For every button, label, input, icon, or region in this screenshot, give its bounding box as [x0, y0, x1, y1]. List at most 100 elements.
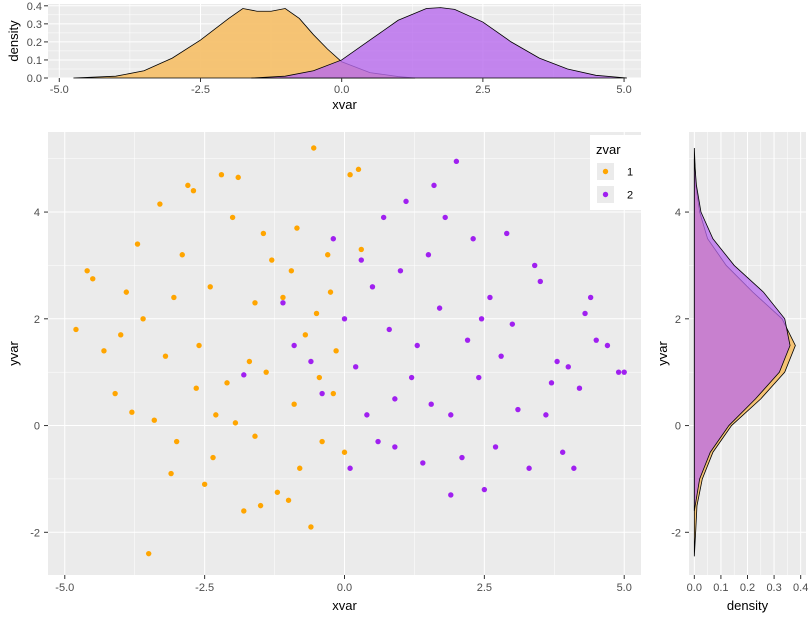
scatter-point-group-2: [554, 358, 560, 365]
scatter-y-tick-label: 2: [34, 314, 40, 326]
legend-title: zvar: [596, 142, 621, 157]
legend-swatch-1: [602, 168, 609, 175]
scatter-point-group-1: [330, 390, 337, 397]
scatter-point-group-2: [347, 465, 353, 471]
right-x-tick-label: 0.1: [713, 582, 728, 594]
scatter-point-group-2: [548, 380, 555, 386]
scatter-x-axis-title: xvar: [332, 598, 357, 613]
scatter-point-group-2: [576, 385, 583, 391]
scatter-point-group-1: [235, 174, 241, 181]
scatter-point-group-1: [162, 353, 169, 359]
scatter-point-group-2: [571, 465, 577, 471]
scatter-point-group-1: [123, 289, 130, 295]
scatter-point-group-2: [559, 449, 566, 455]
scatter-point-group-2: [420, 460, 426, 466]
scatter-point-group-2: [291, 342, 297, 349]
scatter-point-group-2: [537, 278, 544, 285]
top-density-panel: -5.0 -2.5 0.0 2.5 5.0 0.0 0.1 0.2 0.3 0.4 xvar d…: [6, 1, 641, 112]
scatter-point-group-2: [621, 369, 627, 375]
scatter-point-group-2: [478, 316, 485, 322]
scatter-point-group-2: [386, 326, 392, 333]
scatter-point-group-2: [392, 444, 398, 450]
scatter-panel: -5.0 -2.5 0.0 2.5 5.0 -2 0 2 4 xvar yvar zvar 1…: [6, 132, 641, 613]
scatter-point-group-1: [313, 310, 320, 317]
scatter-point-group-1: [319, 438, 325, 445]
scatter-point-group-2: [504, 230, 510, 237]
scatter-point-group-1: [333, 348, 339, 354]
scatter-point-group-2: [442, 214, 448, 221]
scatter-point-group-1: [213, 412, 219, 418]
scatter-point-group-1: [185, 182, 191, 189]
scatter-point-group-1: [151, 417, 157, 423]
scatter-point-group-1: [280, 294, 286, 301]
scatter-point-group-2: [364, 412, 370, 418]
scatter-point-group-1: [145, 550, 152, 557]
scatter-point-group-2: [543, 412, 549, 418]
scatter-point-group-2: [380, 214, 387, 221]
scatter-point-group-2: [582, 310, 588, 317]
scatter-point-group-1: [285, 497, 292, 503]
scatter-point-group-1: [260, 230, 267, 237]
scatter-point-group-2: [487, 294, 493, 301]
right-y-axis-title: yvar: [655, 341, 670, 366]
scatter-point-group-1: [229, 214, 236, 221]
scatter-point-group-1: [257, 502, 264, 509]
scatter-point-group-1: [193, 385, 199, 391]
scatter-point-group-2: [319, 390, 325, 397]
scatter-point-group-2: [587, 294, 594, 301]
scatter-point-group-1: [311, 145, 317, 151]
scatter-point-group-1: [168, 470, 174, 477]
top-y-tick-label: 0.1: [27, 55, 42, 67]
top-y-tick-label: 0.0: [27, 73, 42, 85]
scatter-point-group-1: [210, 454, 216, 461]
scatter-point-group-1: [224, 380, 230, 386]
scatter-point-group-1: [134, 241, 141, 247]
scatter-point-group-2: [459, 454, 465, 461]
scatter-point-group-1: [118, 332, 124, 338]
scatter-x-ticks: -5.0 -2.5 0.0 2.5 5.0: [55, 575, 632, 594]
scatter-point-group-1: [308, 524, 314, 530]
top-y-tick-label: 0.2: [27, 37, 42, 49]
top-x-axis-title: xvar: [332, 97, 357, 112]
scatter-point-group-1: [218, 171, 225, 178]
scatter-point-group-1: [129, 409, 135, 415]
scatter-y-axis-title: yvar: [6, 341, 21, 366]
right-x-tick-label: 0.4: [793, 582, 808, 594]
scatter-point-group-2: [369, 284, 376, 290]
scatter-point-group-1: [101, 348, 107, 354]
scatter-point-group-2: [403, 198, 409, 205]
scatter-point-group-2: [397, 268, 404, 274]
scatter-point-group-1: [252, 433, 258, 439]
right-y-tick-label: 2: [675, 314, 681, 326]
scatter-point-group-1: [246, 358, 253, 365]
scatter-point-group-1: [347, 171, 353, 178]
scatter-x-tick-label: 5.0: [617, 582, 632, 594]
right-x-ticks: 0.0 0.1 0.2 0.3 0.4: [687, 575, 808, 594]
scatter-point-group-2: [358, 257, 364, 263]
right-x-axis-title: density: [727, 598, 769, 613]
scatter-point-group-2: [470, 236, 476, 242]
scatter-point-group-1: [171, 294, 177, 301]
density-area-group-2: [251, 7, 627, 79]
right-x-tick-label: 0.0: [687, 582, 702, 594]
scatter-point-group-2: [604, 342, 611, 349]
scatter-point-group-2: [515, 406, 521, 413]
top-x-tick-label: -5.0: [50, 84, 69, 96]
scatter-point-group-2: [509, 321, 516, 327]
scatter-x-tick-label: 2.5: [477, 582, 492, 594]
scatter-point-group-1: [90, 276, 96, 282]
scatter-point-group-2: [375, 438, 381, 445]
scatter-point-group-2: [436, 305, 443, 311]
top-density-areas: [73, 7, 627, 79]
right-y-tick-label: -2: [671, 527, 681, 539]
scatter-point-group-1: [84, 268, 90, 274]
top-y-tick-label: 0.3: [27, 19, 42, 31]
scatter-x-tick-label: 0.0: [337, 582, 352, 594]
scatter-point-group-1: [263, 369, 269, 375]
scatter-point-group-2: [448, 492, 454, 498]
scatter-point-group-2: [593, 337, 599, 343]
scatter-point-group-2: [492, 444, 499, 450]
scatter-point-group-2: [615, 369, 622, 375]
scatter-point-group-2: [341, 316, 348, 322]
